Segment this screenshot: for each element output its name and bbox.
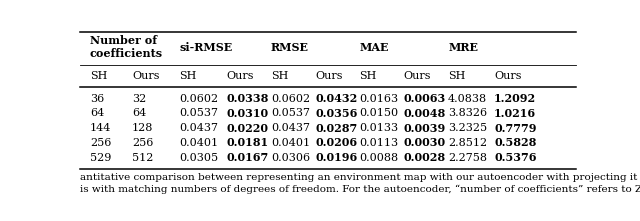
- Text: 2.2758: 2.2758: [448, 153, 487, 163]
- Text: 0.0181: 0.0181: [227, 137, 268, 149]
- Text: 144: 144: [90, 123, 111, 133]
- Text: 0.0113: 0.0113: [359, 138, 398, 148]
- Text: 1.2092: 1.2092: [494, 93, 536, 104]
- Text: 256: 256: [132, 138, 154, 148]
- Text: 0.0305: 0.0305: [179, 153, 218, 163]
- Text: 0.0310: 0.0310: [227, 108, 268, 119]
- Text: 0.0437: 0.0437: [271, 123, 310, 133]
- Text: 0.0432: 0.0432: [316, 93, 358, 104]
- Text: antitative comparison between representing an environment map with our autoencod: antitative comparison between representi…: [80, 173, 640, 183]
- Text: 0.0537: 0.0537: [179, 108, 218, 118]
- Text: 0.0287: 0.0287: [316, 123, 358, 134]
- Text: SH: SH: [448, 71, 465, 81]
- Text: 64: 64: [90, 108, 104, 118]
- Text: 0.0030: 0.0030: [403, 137, 445, 149]
- Text: 512: 512: [132, 153, 154, 163]
- Text: 64: 64: [132, 108, 147, 118]
- Text: 0.0063: 0.0063: [403, 93, 445, 104]
- Text: 0.7779: 0.7779: [494, 123, 537, 134]
- Text: 2.8512: 2.8512: [448, 138, 487, 148]
- Text: coefficients: coefficients: [90, 48, 163, 59]
- Text: 1.0216: 1.0216: [494, 108, 536, 119]
- Text: Ours: Ours: [403, 71, 431, 81]
- Text: Ours: Ours: [494, 71, 522, 81]
- Text: is with matching numbers of degrees of freedom. For the autoencoder, “number of : is with matching numbers of degrees of f…: [80, 184, 640, 194]
- Text: Ours: Ours: [227, 71, 254, 81]
- Text: 4.0838: 4.0838: [448, 93, 487, 103]
- Text: 0.0039: 0.0039: [403, 123, 445, 134]
- Text: 0.0401: 0.0401: [271, 138, 310, 148]
- Text: Ours: Ours: [316, 71, 343, 81]
- Text: 0.0220: 0.0220: [227, 123, 268, 134]
- Text: 256: 256: [90, 138, 111, 148]
- Text: 0.0401: 0.0401: [179, 138, 218, 148]
- Text: 0.0196: 0.0196: [316, 152, 358, 163]
- Text: 3.2325: 3.2325: [448, 123, 487, 133]
- Text: 0.0537: 0.0537: [271, 108, 310, 118]
- Text: 0.0167: 0.0167: [227, 152, 269, 163]
- Text: 0.0356: 0.0356: [316, 108, 358, 119]
- Text: SH: SH: [90, 71, 108, 81]
- Text: 0.0602: 0.0602: [179, 93, 218, 103]
- Text: Ours: Ours: [132, 71, 159, 81]
- Text: 0.0602: 0.0602: [271, 93, 310, 103]
- Text: 128: 128: [132, 123, 154, 133]
- Text: 0.5828: 0.5828: [494, 137, 536, 149]
- Text: SH: SH: [359, 71, 376, 81]
- Text: 0.0150: 0.0150: [359, 108, 398, 118]
- Text: SH: SH: [179, 71, 196, 81]
- Text: 0.5376: 0.5376: [494, 152, 537, 163]
- Text: 0.0048: 0.0048: [403, 108, 445, 119]
- Text: 0.0088: 0.0088: [359, 153, 398, 163]
- Text: MRE: MRE: [448, 42, 478, 53]
- Text: 0.0338: 0.0338: [227, 93, 269, 104]
- Text: 32: 32: [132, 93, 147, 103]
- Text: si-RMSE: si-RMSE: [179, 42, 232, 53]
- Text: 3.8326: 3.8326: [448, 108, 487, 118]
- Text: 0.0133: 0.0133: [359, 123, 398, 133]
- Text: 0.0163: 0.0163: [359, 93, 398, 103]
- Text: 0.0206: 0.0206: [316, 137, 358, 149]
- Text: 529: 529: [90, 153, 111, 163]
- Text: 0.0028: 0.0028: [403, 152, 445, 163]
- Text: 36: 36: [90, 93, 104, 103]
- Text: Number of: Number of: [90, 36, 157, 46]
- Text: 0.0437: 0.0437: [179, 123, 218, 133]
- Text: MAE: MAE: [359, 42, 388, 53]
- Text: SH: SH: [271, 71, 289, 81]
- Text: RMSE: RMSE: [271, 42, 309, 53]
- Text: 0.0306: 0.0306: [271, 153, 310, 163]
